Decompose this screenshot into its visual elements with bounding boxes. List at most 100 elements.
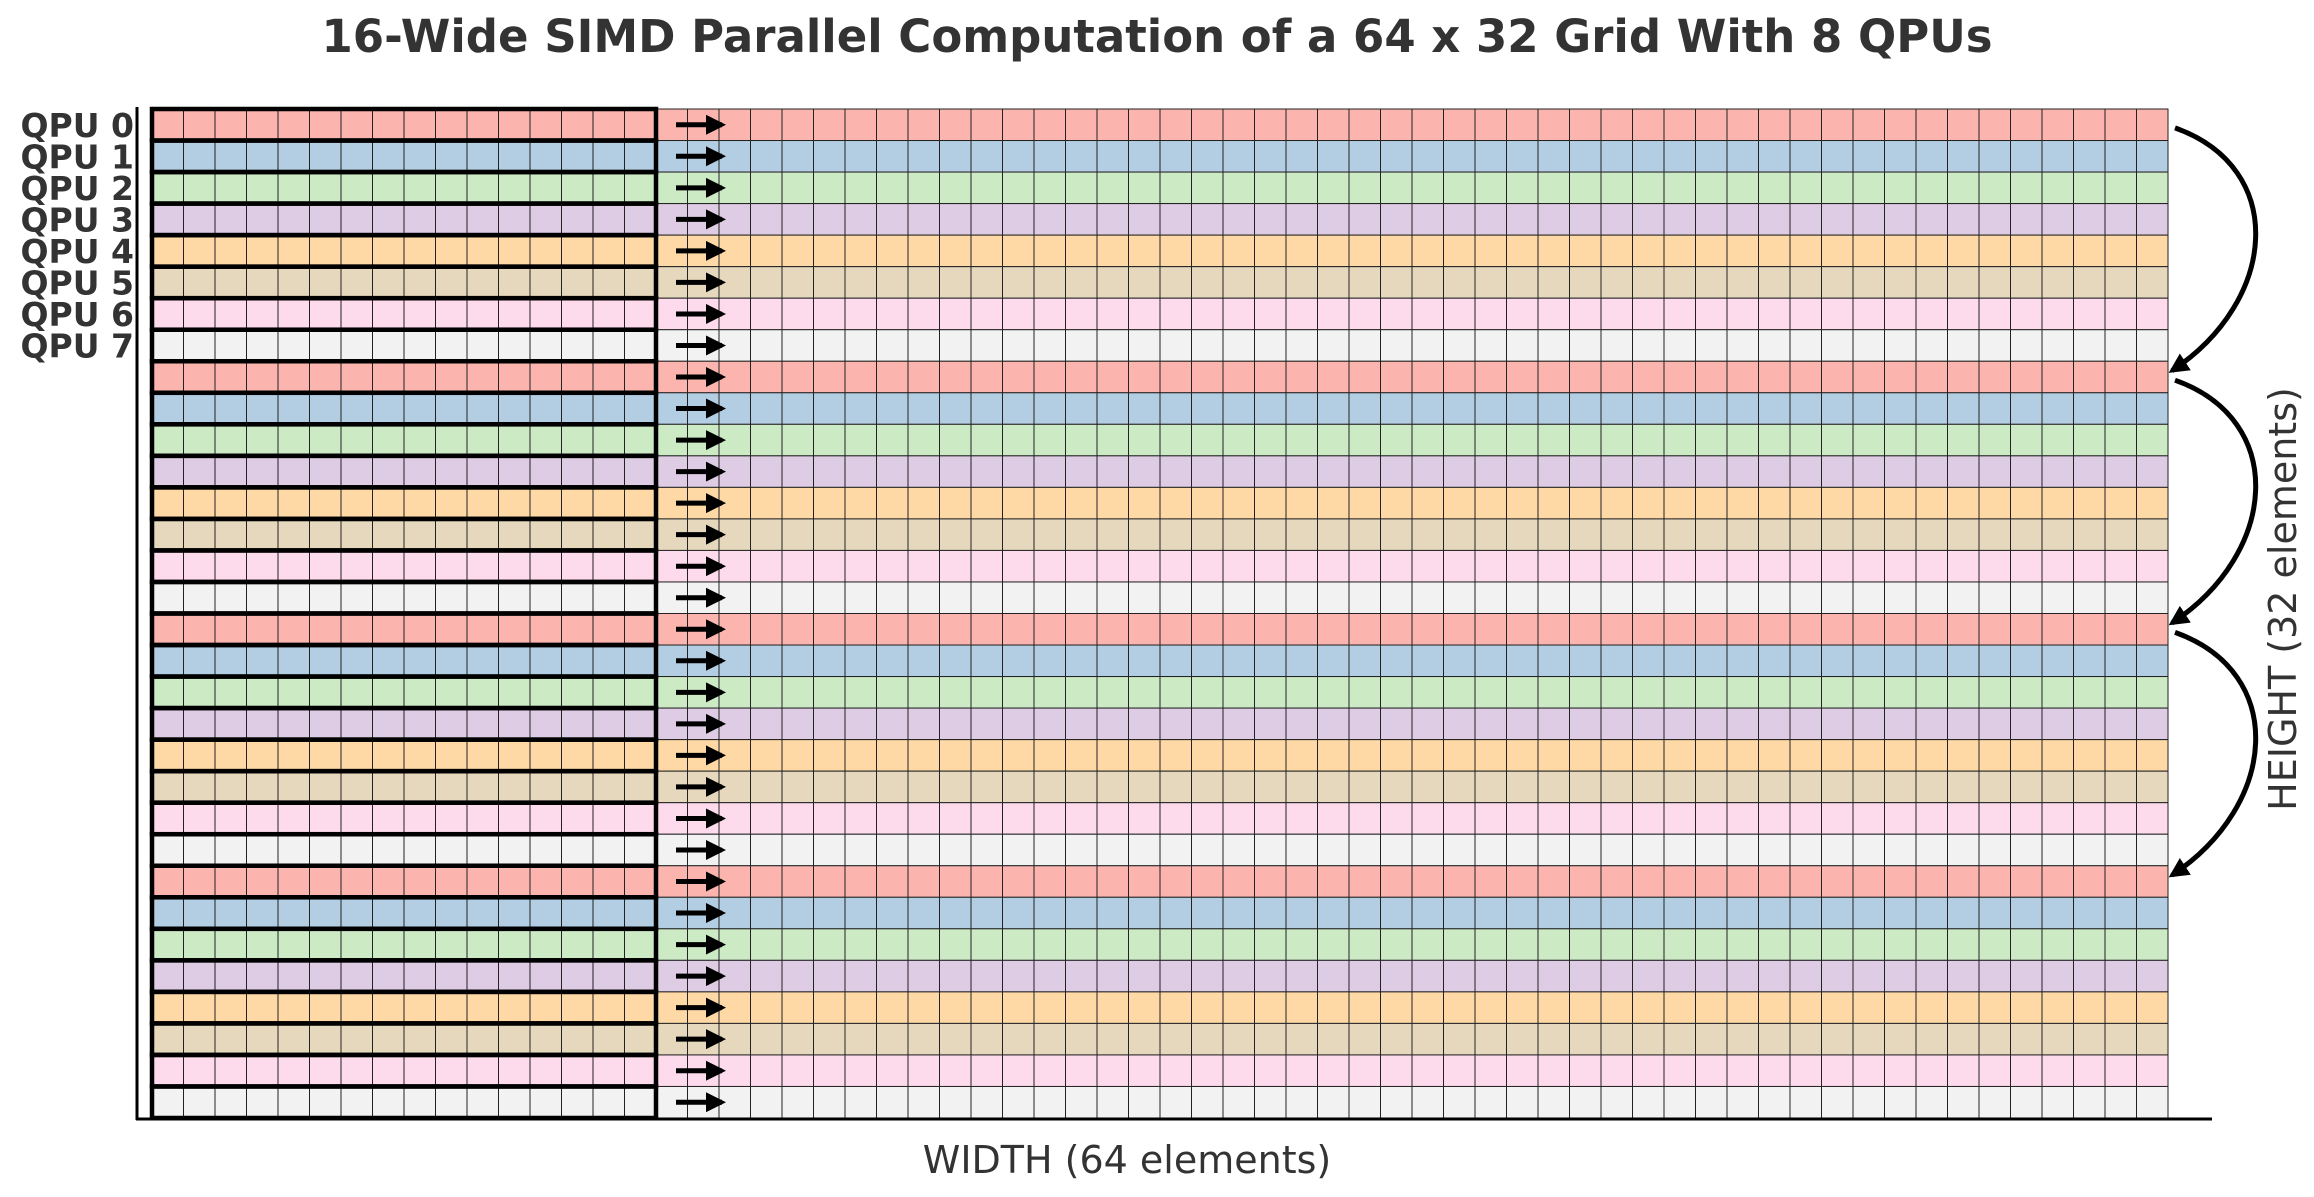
grid-cell <box>372 392 405 425</box>
grid-cell <box>1600 770 1633 804</box>
grid-cell <box>781 140 814 173</box>
grid-cell <box>1789 266 1822 299</box>
grid-cell <box>246 581 279 614</box>
grid-cell <box>1033 297 1066 331</box>
grid-cell <box>1222 392 1255 425</box>
grid-cell <box>2104 707 2137 741</box>
grid-cell <box>1380 486 1413 520</box>
grid-cell <box>1411 108 1444 142</box>
grid-cell <box>309 770 342 804</box>
grid-cell <box>1915 360 1948 394</box>
grid-cell <box>2041 928 2074 961</box>
grid-cell <box>1411 423 1444 457</box>
grid-cell <box>561 865 594 898</box>
grid-cell <box>1947 896 1980 930</box>
grid-cell <box>1096 518 1129 551</box>
grid-cell <box>561 739 594 772</box>
grid-cell <box>277 171 310 205</box>
grid-cell <box>907 1054 940 1087</box>
grid-cell <box>1789 739 1822 772</box>
grid-cell <box>403 1022 436 1056</box>
grid-cell <box>750 613 783 646</box>
grid-cell <box>1128 518 1161 551</box>
grid-cell <box>844 518 877 551</box>
grid-cell <box>1128 455 1161 488</box>
grid-cell <box>1254 928 1287 961</box>
grid-cell <box>1002 108 1035 142</box>
grid-cell <box>561 959 594 993</box>
grid-cell <box>1096 1054 1129 1087</box>
diagram-title: 16-Wide SIMD Parallel Computation of a 6… <box>321 10 1992 63</box>
grid-cell <box>1632 833 1665 867</box>
grid-cell <box>1065 833 1098 867</box>
grid-cell <box>1411 707 1444 741</box>
grid-cell <box>1348 1022 1381 1056</box>
grid-cell <box>435 1022 468 1056</box>
grid-cell <box>340 203 373 236</box>
grid-cell <box>1159 108 1192 142</box>
grid-cell <box>876 455 909 488</box>
grid-cell <box>1033 802 1066 835</box>
grid-cell <box>1537 171 1570 205</box>
grid-cell <box>1254 770 1287 804</box>
grid-cell <box>1947 140 1980 173</box>
grid-cell <box>1254 707 1287 741</box>
grid-cell <box>876 392 909 425</box>
grid-cell <box>1348 486 1381 520</box>
grid-cell <box>466 455 499 488</box>
grid-cell <box>2073 1085 2106 1119</box>
grid-cell <box>561 266 594 299</box>
grid-cell <box>907 865 940 898</box>
grid-cell <box>1411 833 1444 867</box>
grid-cell <box>277 802 310 835</box>
grid-cell <box>151 865 184 898</box>
grid-cell <box>214 549 247 583</box>
grid-cell <box>1285 991 1318 1024</box>
grid-cell <box>1947 392 1980 425</box>
grid-cell <box>2010 928 2043 961</box>
grid-cell <box>750 644 783 678</box>
grid-cell <box>1380 865 1413 898</box>
grid-cell <box>1978 108 2011 142</box>
grid-cell <box>1852 455 1885 488</box>
grid-cell <box>1947 581 1980 614</box>
grid-cell <box>435 392 468 425</box>
grid-cell <box>2041 581 2074 614</box>
grid-cell <box>1821 486 1854 520</box>
grid-cell <box>1978 266 2011 299</box>
grid-cell <box>1663 266 1696 299</box>
grid-cell <box>2041 171 2074 205</box>
grid-cell <box>2010 676 2043 709</box>
grid-cell <box>1663 108 1696 142</box>
grid-cell <box>1254 203 1287 236</box>
grid-cell <box>1411 549 1444 583</box>
grid-cell <box>1285 770 1318 804</box>
grid-cell <box>970 802 1003 835</box>
grid-cell <box>372 644 405 678</box>
grid-cell <box>1285 518 1318 551</box>
grid-cell <box>1758 1054 1791 1087</box>
grid-cell <box>151 581 184 614</box>
grid-cell <box>1695 613 1728 646</box>
grid-cell <box>1002 991 1035 1024</box>
grid-cell <box>1380 928 1413 961</box>
grid-cell <box>1537 549 1570 583</box>
grid-cell <box>1884 203 1917 236</box>
grid-cell <box>1065 297 1098 331</box>
grid-cell <box>1789 486 1822 520</box>
grid-cell <box>1537 1085 1570 1119</box>
grid-cell <box>372 518 405 551</box>
grid-cell <box>1128 1022 1161 1056</box>
grid-row <box>151 991 2169 1024</box>
grid-cell <box>1411 266 1444 299</box>
grid-cell <box>151 896 184 930</box>
grid-cell <box>939 297 972 331</box>
grid-cell <box>498 707 531 741</box>
grid-cell <box>1915 802 1948 835</box>
grid-cell <box>277 676 310 709</box>
grid-cell <box>970 581 1003 614</box>
grid-cell <box>1443 676 1476 709</box>
grid-cell <box>403 707 436 741</box>
grid-cell <box>1978 203 2011 236</box>
grid-cell <box>1348 455 1381 488</box>
